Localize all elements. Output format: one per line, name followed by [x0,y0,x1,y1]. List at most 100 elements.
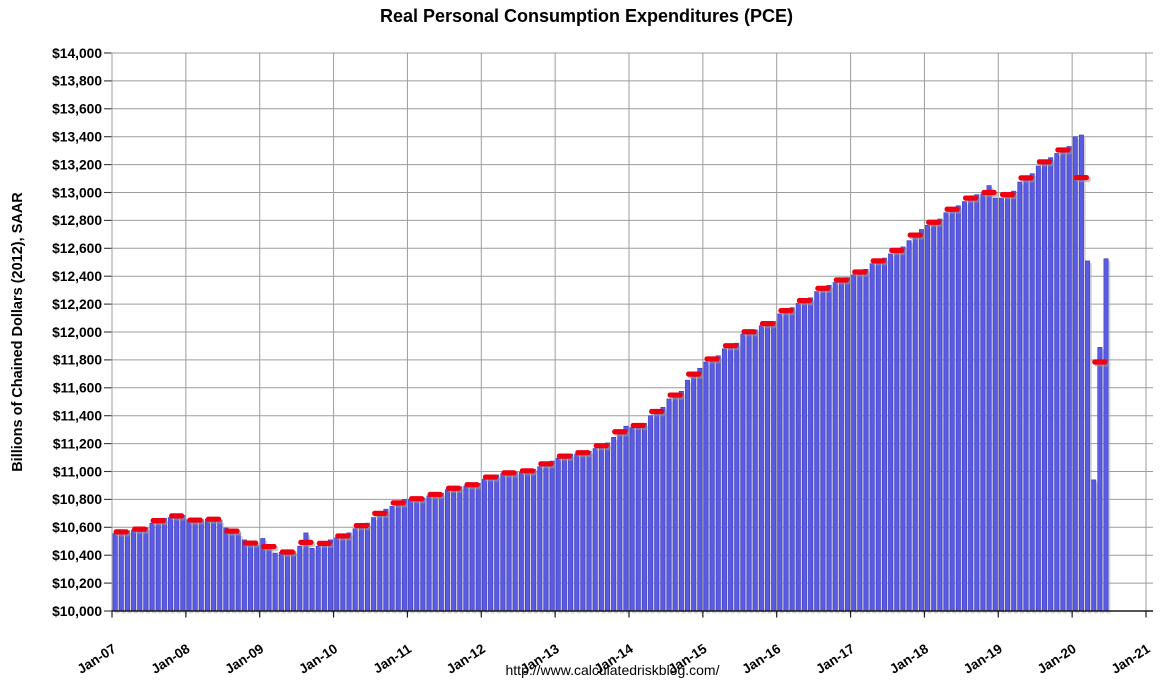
pce-monthly-bar [918,229,924,612]
chart-title: Real Personal Consumption Expenditures (… [379,6,794,26]
quarterly-average-dash [445,485,462,491]
quarterly-dashes [113,147,1110,557]
pce-monthly-bar [1029,173,1035,612]
quarterly-average-dash [1018,175,1034,181]
pce-monthly-bar [235,533,241,612]
pce-monthly-bar [635,425,641,612]
pce-monthly-bar [931,222,937,612]
quarterly-average-dash [722,343,739,349]
pce-monthly-bar [857,271,863,612]
pce-monthly-bar [174,514,180,612]
pce-monthly-bar [561,455,567,612]
pce-monthly-bar [814,291,820,612]
pce-monthly-bar [937,218,943,612]
y-tick-label: $10,000 [52,604,102,619]
pce-monthly-bar [715,355,721,612]
pce-monthly-bar [543,463,549,612]
quarterly-average-dash [556,453,572,459]
pce-monthly-bar [740,333,746,612]
pce-monthly-bar [734,342,740,612]
quarterly-average-dash [944,206,960,212]
quarterly-average-dash [796,298,813,304]
pce-monthly-bar [118,531,124,612]
y-tick-label: $11,800 [53,353,102,368]
pce-monthly-bar [998,197,1004,612]
pce-monthly-bar [371,517,377,612]
pce-monthly-bar [131,529,137,612]
pce-monthly-bar [1091,479,1097,612]
y-tick-label: $12,200 [52,297,102,312]
quarterly-average-dash [409,496,425,502]
quarterly-average-dash [169,513,185,519]
quarterly-average-dash [962,195,979,201]
pce-monthly-bar [881,257,887,612]
pce-monthly-bar [328,539,334,612]
quarterly-average-dash [667,392,683,398]
quarterly-average-dash [132,526,148,532]
pce-monthly-bar [414,498,420,612]
pce-monthly-bar [457,486,463,612]
pce-monthly-bar [838,279,844,612]
quarterly-average-dash [704,356,720,362]
pce-monthly-bar [721,348,727,612]
pce-monthly-bar [1005,194,1011,612]
quarterly-average-dash [889,247,905,253]
pce-monthly-bar [795,303,801,612]
quarterly-average-dash [1036,159,1053,165]
quarterly-average-dash [1055,147,1071,153]
quarterly-average-dash [593,443,609,449]
pce-monthly-bar [623,425,629,612]
pce-monthly-bar [1054,153,1060,612]
pce-monthly-bar [771,321,777,612]
pce-monthly-bar [801,300,807,612]
pce-monthly-bar [161,517,167,612]
pce-monthly-bar [401,499,407,612]
pce-monthly-bar [863,268,869,612]
pce-monthly-bar [703,361,709,612]
pce-monthly-bar [568,453,574,612]
pce-monthly-bar [537,466,543,612]
pce-monthly-bar [248,543,254,612]
pce-monthly-bar [555,457,561,612]
quarterly-average-dash [833,277,849,283]
pce-monthly-bar [869,263,875,612]
y-tick-label: $12,800 [52,213,102,228]
quarterly-average-dash [261,543,277,550]
pce-monthly-bar [851,274,857,612]
y-tick-label: $13,000 [52,185,102,200]
pce-monthly-bar [451,487,457,612]
source-url: http://www.calculatedriskblog.com/ [505,662,720,678]
pce-monthly-bar [1017,181,1023,612]
pce-monthly-bar [789,307,795,612]
pce-monthly-bar [1097,347,1103,612]
pce-monthly-bar [358,524,364,612]
quarterly-average-dash [852,269,868,275]
pce-monthly-bar [278,552,284,612]
quarterly-average-dash [759,321,776,327]
pce-monthly-bar [728,344,734,612]
pce-monthly-bar [309,547,315,612]
pce-monthly-bar [168,517,173,612]
pce-monthly-bar [438,492,444,612]
y-tick-label: $12,600 [52,241,102,256]
pce-monthly-bar [143,527,149,612]
pce-monthly-bar [832,282,838,612]
pce-monthly-bar [518,471,524,612]
pce-monthly-bar [1066,146,1072,612]
quarterly-average-dash [907,232,923,238]
pce-monthly-bar [506,472,512,612]
pce-monthly-bar [315,545,321,612]
pce-monthly-bar [426,495,432,612]
pce-monthly-bar [752,329,758,612]
quarterly-average-dash [999,191,1016,198]
monthly-bars [112,134,1109,612]
y-tick-label: $11,400 [53,409,102,424]
pce-monthly-bar [943,212,949,612]
pce-monthly-bar [574,453,580,612]
pce-monthly-bar [137,529,143,612]
pce-monthly-bar [254,545,260,612]
y-tick-label: $10,800 [52,492,102,507]
pce-monthly-bar [377,513,383,612]
pce-monthly-bar [949,208,955,612]
